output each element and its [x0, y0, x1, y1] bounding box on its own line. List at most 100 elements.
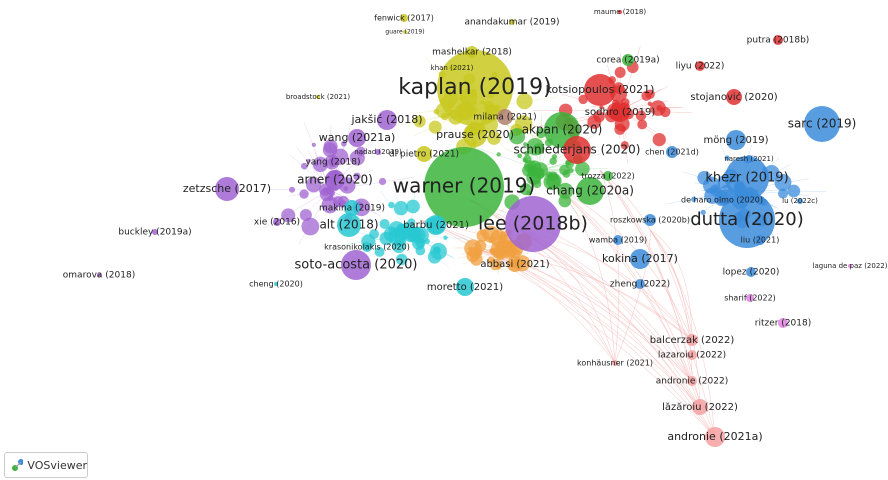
node — [746, 267, 756, 277]
node — [644, 214, 656, 226]
node — [630, 249, 650, 269]
node — [773, 35, 783, 45]
node — [746, 294, 754, 302]
node-label: liyu (2022) — [676, 62, 725, 72]
edge — [499, 247, 512, 251]
edge — [419, 219, 693, 382]
bubble — [301, 162, 308, 170]
bubble — [587, 115, 602, 129]
node — [719, 192, 775, 248]
node-label: sarc (2019) — [788, 117, 857, 131]
node-label: sharif (2022) — [724, 294, 776, 303]
bubble — [313, 161, 319, 166]
node — [456, 278, 474, 296]
bubble — [413, 115, 426, 128]
bubble — [517, 153, 523, 159]
bubble — [578, 94, 588, 105]
bubble — [691, 196, 697, 203]
node — [344, 200, 360, 216]
bubble — [496, 263, 502, 270]
node-label: sodhro (2019) — [585, 107, 656, 118]
bubble — [515, 249, 521, 256]
node-label: khan (2021) — [431, 64, 474, 72]
edge — [419, 219, 693, 341]
node — [337, 213, 361, 237]
node-label: yang (2018) — [305, 158, 360, 168]
logo-icon — [12, 459, 24, 471]
node-label: maume (2018) — [594, 8, 646, 16]
bubble — [656, 105, 663, 112]
node-label: laguna de paz (2022) — [813, 262, 888, 270]
node-label: abbasi (2021) — [480, 259, 549, 270]
edge — [288, 154, 331, 191]
node-label: buckley (2019a) — [118, 228, 191, 238]
node-label: zheng (2022) — [610, 280, 670, 290]
node-label: milana (2021) — [473, 113, 536, 123]
bubble — [498, 240, 516, 258]
node — [400, 14, 408, 22]
edge — [681, 189, 741, 224]
bubble — [388, 201, 395, 209]
node-label: fenwick (2017) — [374, 14, 434, 23]
node — [705, 427, 725, 447]
node — [426, 215, 446, 235]
node — [666, 146, 678, 158]
node — [584, 74, 616, 106]
bubble — [311, 142, 316, 147]
node-label: liu (2021) — [741, 236, 780, 245]
edge — [419, 219, 616, 364]
bubble — [535, 170, 545, 180]
node — [635, 279, 645, 289]
node-label: di pietro (2021) — [389, 150, 459, 160]
edge — [462, 249, 501, 265]
bubble — [406, 199, 420, 214]
node — [497, 109, 513, 125]
edge — [295, 146, 331, 191]
bubble — [395, 253, 408, 266]
bubble — [323, 187, 329, 194]
node — [505, 196, 561, 252]
bubble — [428, 120, 442, 134]
edge — [599, 169, 716, 438]
bubble — [487, 256, 495, 264]
node — [778, 318, 788, 328]
node — [726, 130, 746, 150]
node — [687, 376, 697, 386]
bubble — [353, 172, 361, 181]
node-label: lu (2022c) — [782, 197, 818, 205]
node-label: chen (2021d) — [645, 148, 699, 157]
bubble — [700, 209, 706, 216]
node-label: nadad (2019) — [354, 148, 402, 156]
bubble — [378, 177, 387, 186]
node — [687, 350, 697, 360]
node-label: alt (2018) — [319, 218, 378, 232]
node-label: xie (2016) — [254, 218, 300, 228]
bubble — [305, 176, 322, 193]
bubble — [379, 218, 390, 229]
bubble — [637, 119, 648, 130]
node-label: anandakumar (2019) — [464, 18, 559, 28]
bubble — [388, 228, 406, 246]
bubble — [777, 188, 789, 199]
node-label: zetzsche (2017) — [183, 182, 271, 195]
bubble — [299, 189, 309, 199]
node — [316, 95, 320, 99]
node-label: arner (2020) — [297, 173, 373, 187]
node — [848, 264, 852, 268]
edge — [456, 249, 501, 259]
node — [273, 218, 281, 226]
bubble — [301, 217, 320, 236]
node — [804, 106, 840, 142]
node-label: akpan (2020) — [522, 123, 603, 137]
node-label: lazaroiu (2022) — [658, 351, 726, 361]
bubble — [487, 131, 501, 145]
bubble — [635, 110, 647, 121]
edge — [323, 189, 331, 191]
bubble — [774, 174, 792, 192]
node — [726, 89, 742, 105]
node-label: schniederjans (2020) — [514, 143, 641, 157]
bubble — [499, 231, 506, 239]
bubble — [621, 126, 627, 131]
